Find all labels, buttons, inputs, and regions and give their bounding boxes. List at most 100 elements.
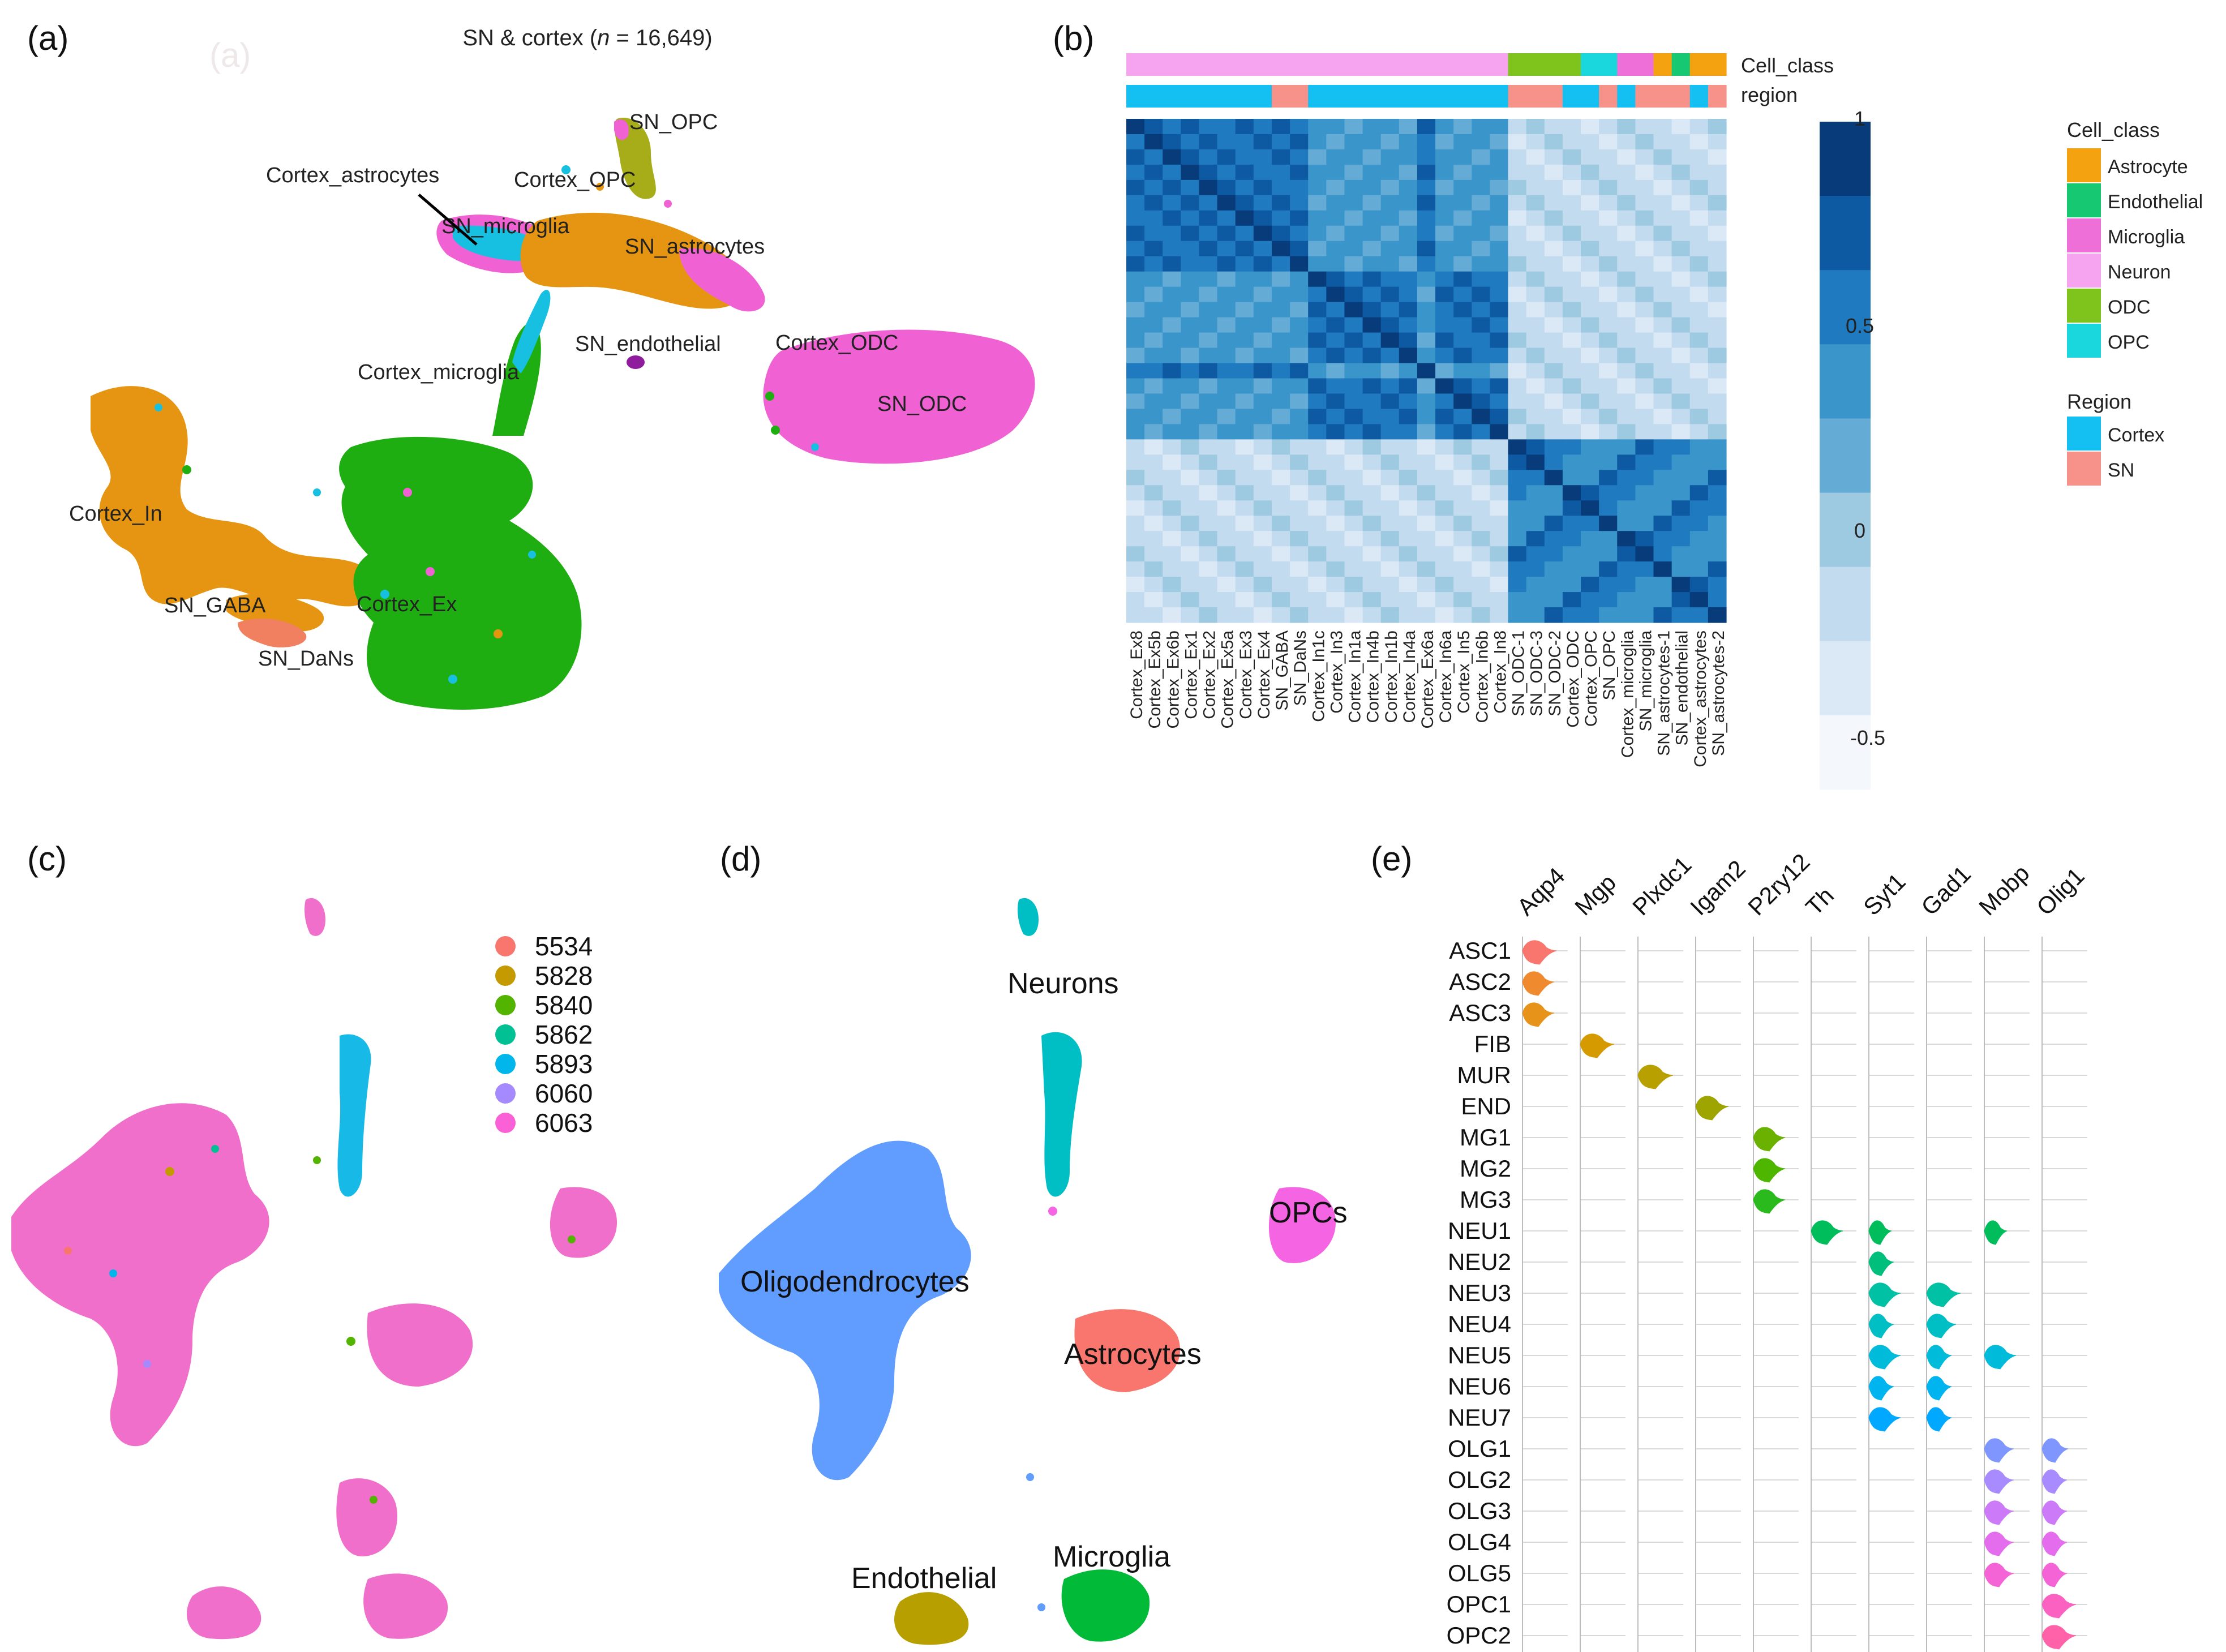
sample-legend-dot bbox=[495, 1054, 516, 1074]
heatmap-cell bbox=[1653, 592, 1672, 608]
heatmap-cell bbox=[1399, 195, 1418, 211]
heatmap-cell bbox=[1581, 332, 1599, 349]
cell-type-row-label: NEU1 bbox=[1448, 1217, 1511, 1244]
heatmap-cell bbox=[1490, 577, 1509, 593]
heatmap-cell bbox=[1163, 592, 1181, 608]
column-label: Cortex_Ex5b bbox=[1146, 630, 1164, 728]
heatmap-cell bbox=[1581, 378, 1599, 394]
heatmap-cell bbox=[1399, 470, 1418, 486]
heatmap-cell bbox=[1544, 500, 1563, 516]
heatmap-cell bbox=[1217, 546, 1236, 562]
heatmap-cell bbox=[1490, 225, 1509, 242]
heatmap-cell bbox=[1472, 561, 1491, 577]
heatmap-cell bbox=[1581, 424, 1599, 440]
heatmap-cell bbox=[1544, 409, 1563, 424]
heatmap-cell bbox=[1544, 134, 1563, 150]
heatmap-cell bbox=[1399, 119, 1418, 135]
heatmap-cell bbox=[1181, 241, 1200, 257]
sample-legend-dot bbox=[495, 1083, 516, 1104]
heatmap-cell bbox=[1689, 347, 1709, 364]
heatmap-cell bbox=[1508, 500, 1527, 516]
heatmap-cell bbox=[1490, 195, 1509, 211]
heatmap-cell bbox=[1472, 470, 1491, 486]
heatmap-cell bbox=[1380, 592, 1400, 608]
heatmap-cell bbox=[1181, 149, 1200, 165]
heatmap-cell bbox=[1417, 592, 1436, 608]
heatmap-cell bbox=[1581, 363, 1599, 379]
heatmap-cell bbox=[1526, 424, 1545, 440]
heatmap-cell bbox=[1144, 286, 1163, 303]
heatmap-cell bbox=[1326, 577, 1345, 593]
heatmap-cell bbox=[1671, 424, 1691, 440]
heatmap-cell bbox=[1653, 134, 1672, 150]
heatmap-cell bbox=[1362, 302, 1382, 318]
heatmap-cell bbox=[1453, 149, 1472, 165]
heatmap-cell bbox=[1617, 500, 1636, 516]
heatmap-cell bbox=[1163, 531, 1181, 547]
heatmap-cell bbox=[1344, 256, 1363, 272]
heatmap-cell bbox=[1271, 500, 1290, 516]
heatmap-cell bbox=[1689, 561, 1709, 577]
heatmap-cell bbox=[1181, 363, 1200, 379]
heatmap-cell bbox=[1271, 378, 1290, 394]
heatmap-cell bbox=[1253, 577, 1272, 593]
heatmap-cell bbox=[1235, 516, 1254, 531]
heatmap-cell bbox=[1326, 485, 1345, 501]
heatmap-cell bbox=[1399, 439, 1418, 455]
heatmap-cell bbox=[1653, 409, 1672, 424]
heatmap-cell bbox=[1344, 607, 1363, 623]
heatmap-cell bbox=[1635, 210, 1654, 226]
heatmap-cell bbox=[1526, 317, 1545, 333]
heatmap-cell bbox=[1362, 149, 1382, 165]
heatmap-cell bbox=[1271, 241, 1290, 257]
heatmap-cell bbox=[1271, 332, 1290, 349]
heatmap-cell bbox=[1635, 332, 1654, 349]
heatmap-cell bbox=[1163, 210, 1181, 226]
heatmap-cell bbox=[1653, 119, 1672, 135]
gene-header: Olig1 bbox=[2031, 863, 2090, 921]
legend-title-cell-class: Cell_class bbox=[2067, 118, 2160, 141]
heatmap-cell bbox=[1181, 454, 1200, 470]
heatmap-cell bbox=[1344, 241, 1363, 257]
cell-class-track-cell bbox=[1326, 53, 1345, 76]
legend-swatch-cortex bbox=[2067, 417, 2101, 450]
heatmap-cell bbox=[1417, 485, 1436, 501]
heatmap-cell bbox=[1453, 164, 1472, 181]
heatmap-cell bbox=[1435, 195, 1454, 211]
heatmap-cell bbox=[1544, 485, 1563, 501]
heatmap-cell bbox=[1671, 577, 1691, 593]
column-label: SN_microglia bbox=[1636, 630, 1655, 732]
heatmap-cell bbox=[1472, 546, 1491, 562]
heatmap-cell bbox=[1126, 164, 1145, 181]
heatmap-cell bbox=[1399, 225, 1418, 242]
heatmap-cell bbox=[1653, 439, 1672, 455]
heatmap-cell bbox=[1235, 164, 1254, 181]
heatmap-cell bbox=[1490, 164, 1509, 181]
cluster-c-mid bbox=[367, 1303, 473, 1387]
heatmap-cell bbox=[1181, 485, 1200, 501]
heatmap-cell bbox=[1217, 195, 1236, 211]
heatmap-cell bbox=[1490, 378, 1509, 394]
heatmap-cell bbox=[1290, 546, 1309, 562]
region-track-cell bbox=[1235, 85, 1254, 108]
heatmap-cell bbox=[1163, 302, 1181, 318]
heatmap-cell bbox=[1362, 241, 1382, 257]
heatmap-cell bbox=[1163, 149, 1181, 165]
heatmap-cell bbox=[1599, 363, 1618, 379]
heatmap-cell bbox=[1472, 134, 1491, 150]
heatmap-cell bbox=[1126, 393, 1145, 410]
heatmap-cell bbox=[1562, 577, 1581, 593]
heatmap-cell bbox=[1526, 470, 1545, 486]
heatmap-cell bbox=[1380, 195, 1400, 211]
heatmap-cell bbox=[1671, 286, 1691, 303]
heatmap-cell bbox=[1508, 286, 1527, 303]
heatmap-cell bbox=[1144, 179, 1163, 196]
heatmap-cell bbox=[1544, 149, 1563, 165]
heatmap-cell bbox=[1453, 500, 1472, 516]
heatmap-cell bbox=[1544, 225, 1563, 242]
heatmap-cell bbox=[1126, 210, 1145, 226]
heatmap-cell bbox=[1399, 363, 1418, 379]
heatmap-cell bbox=[1344, 363, 1363, 379]
column-label: Cortex_In4b bbox=[1364, 630, 1383, 723]
gene-header: P2ry12 bbox=[1743, 848, 1815, 920]
